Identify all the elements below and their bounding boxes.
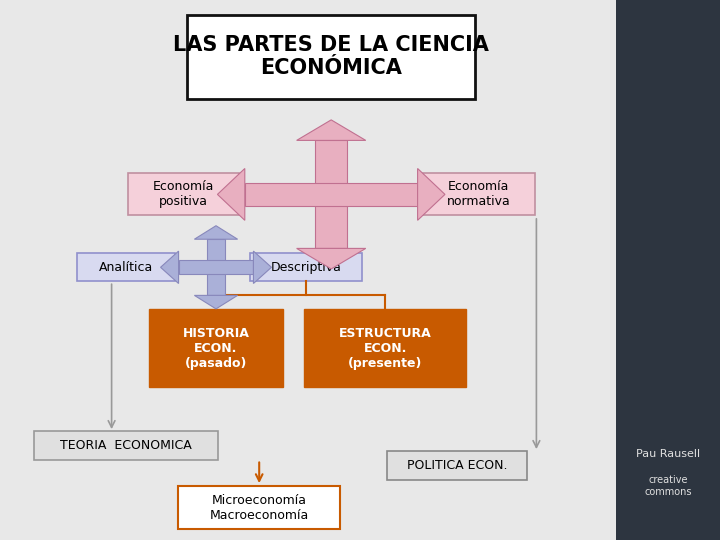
Polygon shape [217,168,245,220]
Text: Analítica: Analítica [99,261,153,274]
Polygon shape [297,120,366,140]
FancyBboxPatch shape [251,253,361,281]
Polygon shape [161,251,179,284]
Bar [207,239,225,295]
Text: creative
commons: creative commons [644,475,692,497]
Text: Pau Rausell: Pau Rausell [636,449,701,458]
FancyBboxPatch shape [387,451,527,480]
Polygon shape [418,168,445,220]
Text: LAS PARTES DE LA CIENCIA
ECONÓMICA: LAS PARTES DE LA CIENCIA ECONÓMICA [174,35,489,78]
FancyBboxPatch shape [34,431,217,460]
Bar [179,260,253,274]
FancyBboxPatch shape [305,309,467,388]
Bar [616,0,720,540]
FancyBboxPatch shape [150,309,282,388]
Text: ESTRUCTURA
ECON.
(presente): ESTRUCTURA ECON. (presente) [339,327,431,370]
Polygon shape [194,295,238,309]
Text: Microeconomía
Macroeconomía: Microeconomía Macroeconomía [210,494,309,522]
Bar [315,140,347,248]
Polygon shape [297,248,366,269]
Text: POLITICA ECON.: POLITICA ECON. [407,459,508,472]
FancyBboxPatch shape [128,173,239,215]
Text: TEORIA  ECONOMICA: TEORIA ECONOMICA [60,439,192,452]
Polygon shape [253,251,271,284]
Polygon shape [194,226,238,239]
FancyBboxPatch shape [423,173,534,215]
FancyBboxPatch shape [187,15,475,98]
Bar [245,183,418,206]
FancyBboxPatch shape [179,486,341,529]
Text: Economía
normativa: Economía normativa [447,180,510,208]
Text: Descriptiva: Descriptiva [271,261,341,274]
Text: HISTORIA
ECON.
(pasado): HISTORIA ECON. (pasado) [183,327,249,370]
FancyBboxPatch shape [78,253,174,281]
Text: Economía
positiva: Economía positiva [153,180,215,208]
